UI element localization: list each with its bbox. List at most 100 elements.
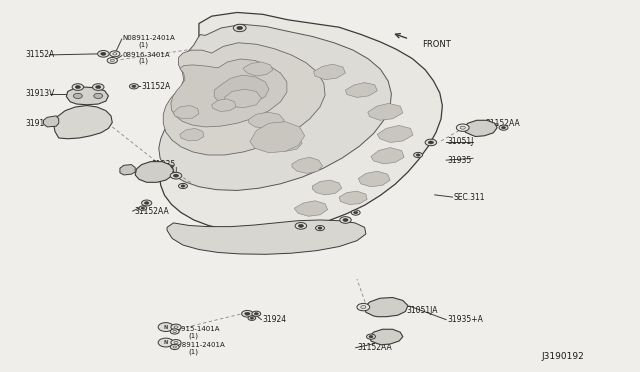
Circle shape [171, 324, 181, 330]
Text: J3190192: J3190192 [541, 352, 584, 361]
Polygon shape [371, 148, 404, 164]
Polygon shape [464, 120, 497, 137]
Polygon shape [269, 134, 302, 151]
Polygon shape [44, 116, 59, 127]
Polygon shape [173, 106, 199, 119]
Text: 31935: 31935 [447, 155, 472, 165]
Polygon shape [346, 83, 378, 97]
Text: 31152A: 31152A [26, 51, 55, 60]
Text: 31918: 31918 [26, 119, 50, 128]
Circle shape [181, 185, 185, 187]
Polygon shape [292, 157, 323, 173]
Circle shape [158, 338, 173, 347]
Polygon shape [159, 13, 442, 232]
Polygon shape [225, 89, 261, 108]
Text: 31051JA: 31051JA [406, 306, 438, 315]
Text: SEC.311: SEC.311 [454, 193, 485, 202]
Circle shape [174, 326, 178, 328]
Polygon shape [248, 112, 284, 128]
Text: N: N [164, 324, 168, 330]
Circle shape [343, 218, 348, 221]
Text: N08911-2401A: N08911-2401A [172, 342, 225, 348]
Polygon shape [163, 43, 325, 155]
Circle shape [460, 126, 465, 129]
Circle shape [93, 84, 104, 90]
Text: 31935+A: 31935+A [447, 315, 483, 324]
Circle shape [499, 125, 508, 130]
Circle shape [242, 310, 253, 317]
Polygon shape [294, 201, 328, 216]
Circle shape [244, 312, 250, 315]
Circle shape [413, 153, 422, 158]
Text: 31152AA: 31152AA [357, 343, 392, 352]
Polygon shape [368, 103, 403, 120]
Polygon shape [54, 106, 112, 139]
Circle shape [72, 84, 84, 90]
Text: 31051J: 31051J [151, 167, 177, 176]
Circle shape [107, 58, 117, 63]
Text: (1): (1) [138, 58, 148, 64]
Circle shape [113, 52, 117, 55]
Polygon shape [159, 24, 392, 190]
Circle shape [248, 316, 255, 320]
Polygon shape [312, 180, 342, 195]
Polygon shape [244, 62, 273, 76]
Circle shape [340, 217, 351, 223]
Circle shape [298, 224, 303, 227]
Circle shape [94, 93, 102, 99]
Circle shape [109, 51, 120, 57]
Text: 31935: 31935 [151, 160, 175, 169]
Circle shape [369, 336, 373, 338]
Text: 31152AA: 31152AA [134, 206, 169, 216]
Circle shape [316, 225, 324, 231]
Text: 31152A: 31152A [141, 82, 171, 91]
Circle shape [237, 26, 243, 30]
Polygon shape [120, 164, 135, 175]
Circle shape [98, 51, 109, 57]
Circle shape [170, 172, 182, 179]
Circle shape [250, 317, 253, 319]
Polygon shape [214, 75, 269, 106]
Text: 31051J: 31051J [447, 137, 474, 146]
Polygon shape [314, 64, 346, 80]
Circle shape [139, 206, 147, 211]
Circle shape [95, 86, 101, 89]
Circle shape [354, 211, 358, 214]
Text: 08915-1401A: 08915-1401A [172, 326, 220, 332]
Circle shape [171, 340, 181, 346]
Text: (1): (1) [188, 332, 198, 339]
Circle shape [234, 24, 246, 32]
Circle shape [141, 200, 152, 206]
Circle shape [367, 334, 376, 339]
Circle shape [173, 330, 177, 333]
Circle shape [361, 306, 366, 309]
Circle shape [179, 183, 188, 189]
Polygon shape [180, 128, 204, 141]
Circle shape [100, 52, 106, 55]
Circle shape [170, 329, 179, 334]
Circle shape [110, 59, 115, 62]
Polygon shape [171, 59, 287, 127]
Circle shape [141, 207, 145, 209]
Text: FRONT: FRONT [422, 40, 451, 49]
Circle shape [145, 202, 149, 204]
Text: 08916-3401A: 08916-3401A [122, 52, 170, 58]
Circle shape [174, 341, 178, 344]
Polygon shape [339, 191, 367, 205]
Text: 31152AA: 31152AA [486, 119, 520, 128]
Text: (1): (1) [188, 348, 198, 355]
Text: (1): (1) [138, 41, 148, 48]
Circle shape [351, 210, 360, 215]
Polygon shape [378, 125, 413, 142]
Circle shape [295, 222, 307, 229]
Circle shape [416, 154, 420, 156]
Text: 31913V: 31913V [26, 89, 55, 98]
Circle shape [173, 346, 177, 348]
Polygon shape [212, 99, 236, 112]
Polygon shape [67, 87, 108, 105]
Circle shape [456, 124, 469, 131]
Polygon shape [250, 122, 305, 153]
Polygon shape [135, 161, 173, 182]
Polygon shape [167, 220, 366, 254]
Circle shape [173, 174, 179, 177]
